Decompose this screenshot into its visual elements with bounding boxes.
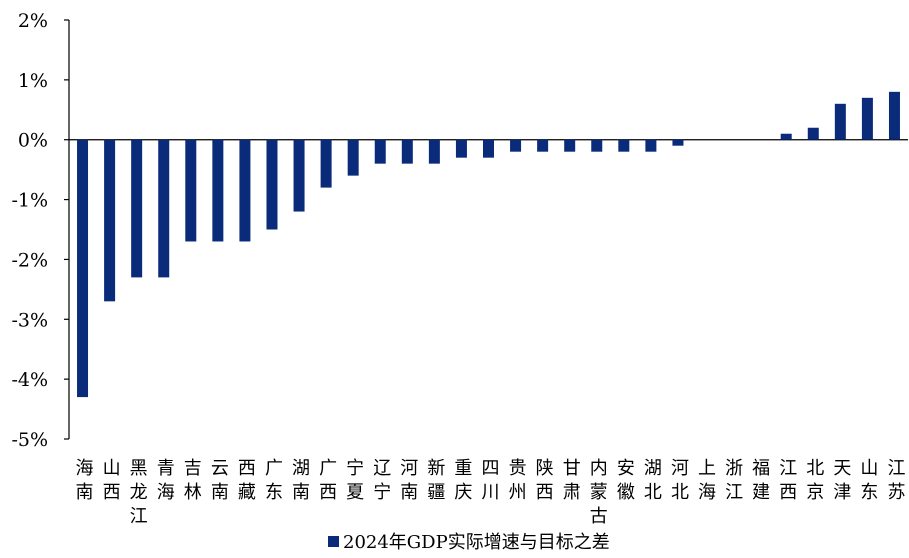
bar bbox=[212, 139, 224, 242]
bar bbox=[510, 139, 522, 152]
x-category-labels: 海南山西黑龙江青海吉林云南西藏广东湖南广西宁夏辽宁河南新疆重庆四川贵州陕西甘肃内… bbox=[76, 458, 906, 527]
x-category-label: 江西 bbox=[779, 458, 797, 503]
x-category-label: 安徽 bbox=[617, 458, 635, 503]
bar bbox=[834, 103, 846, 140]
bar bbox=[131, 139, 143, 278]
legend-label: 2024年GDP实际增速与目标之差 bbox=[343, 532, 610, 553]
x-category-label: 北京 bbox=[806, 458, 824, 503]
x-category-label: 浙江 bbox=[725, 458, 743, 503]
legend-swatch bbox=[328, 536, 339, 547]
bar bbox=[807, 127, 819, 140]
x-category-label: 贵州 bbox=[509, 458, 527, 503]
x-category-label: 吉林 bbox=[184, 458, 202, 503]
bar bbox=[455, 139, 467, 158]
bar bbox=[374, 139, 386, 164]
y-tick-label: 1% bbox=[18, 70, 48, 92]
bar bbox=[104, 139, 116, 302]
x-category-label: 宁夏 bbox=[346, 458, 364, 503]
x-category-label: 甘肃 bbox=[563, 458, 581, 503]
bar bbox=[266, 139, 278, 230]
bar bbox=[483, 139, 494, 158]
bar bbox=[564, 139, 576, 152]
y-tick-label: -3% bbox=[11, 309, 48, 331]
x-category-label: 福建 bbox=[752, 458, 770, 503]
y-tick-label: -5% bbox=[11, 429, 48, 451]
bar bbox=[888, 91, 900, 140]
y-tick-label: 0% bbox=[18, 130, 48, 152]
bar bbox=[861, 97, 873, 140]
x-category-label: 云南 bbox=[211, 458, 229, 503]
x-category-label: 天津 bbox=[833, 458, 851, 503]
x-category-label: 河南 bbox=[400, 458, 418, 503]
legend: 2024年GDP实际增速与目标之差 bbox=[328, 532, 610, 553]
x-category-label: 广西 bbox=[319, 458, 337, 503]
x-category-label: 黑龙江 bbox=[130, 458, 148, 527]
bar bbox=[645, 139, 657, 152]
bar bbox=[239, 139, 251, 242]
bar bbox=[320, 139, 332, 188]
bar bbox=[293, 139, 305, 212]
y-tick-label: -1% bbox=[11, 190, 48, 212]
x-category-label: 新疆 bbox=[427, 458, 445, 503]
x-category-label: 陕西 bbox=[536, 458, 554, 503]
x-category-label: 上海 bbox=[698, 458, 716, 503]
x-category-label: 西藏 bbox=[238, 458, 256, 503]
x-category-label: 海南 bbox=[76, 458, 94, 503]
x-category-label: 湖北 bbox=[644, 458, 662, 503]
bar bbox=[347, 139, 359, 176]
y-tick-label: 2% bbox=[18, 10, 48, 32]
bar bbox=[401, 139, 413, 164]
x-category-label: 山西 bbox=[103, 458, 121, 503]
x-category-label: 辽宁 bbox=[373, 458, 391, 503]
bar bbox=[780, 133, 792, 140]
bar bbox=[77, 139, 89, 398]
x-category-label: 山东 bbox=[860, 458, 878, 503]
bar bbox=[185, 139, 197, 242]
x-category-label: 江苏 bbox=[887, 458, 905, 503]
y-tick-label: -2% bbox=[11, 249, 48, 271]
x-category-label: 青海 bbox=[157, 458, 175, 503]
y-tick-labels: 2% 1% 0% -1% -2% -3% -4% -5% bbox=[11, 10, 48, 451]
y-tick-label: -4% bbox=[11, 369, 48, 391]
x-category-label: 重庆 bbox=[454, 458, 472, 503]
x-category-label: 河北 bbox=[671, 458, 689, 503]
bar bbox=[591, 139, 603, 152]
bar bbox=[672, 139, 684, 146]
bars bbox=[77, 91, 900, 398]
x-category-label: 内蒙古 bbox=[590, 458, 608, 527]
bar bbox=[618, 139, 630, 152]
x-category-label: 广东 bbox=[265, 458, 283, 503]
x-category-label: 湖南 bbox=[292, 458, 310, 503]
x-category-label: 四川 bbox=[482, 458, 500, 503]
bar bbox=[158, 139, 170, 278]
bar bbox=[428, 139, 440, 164]
bar bbox=[537, 139, 549, 152]
